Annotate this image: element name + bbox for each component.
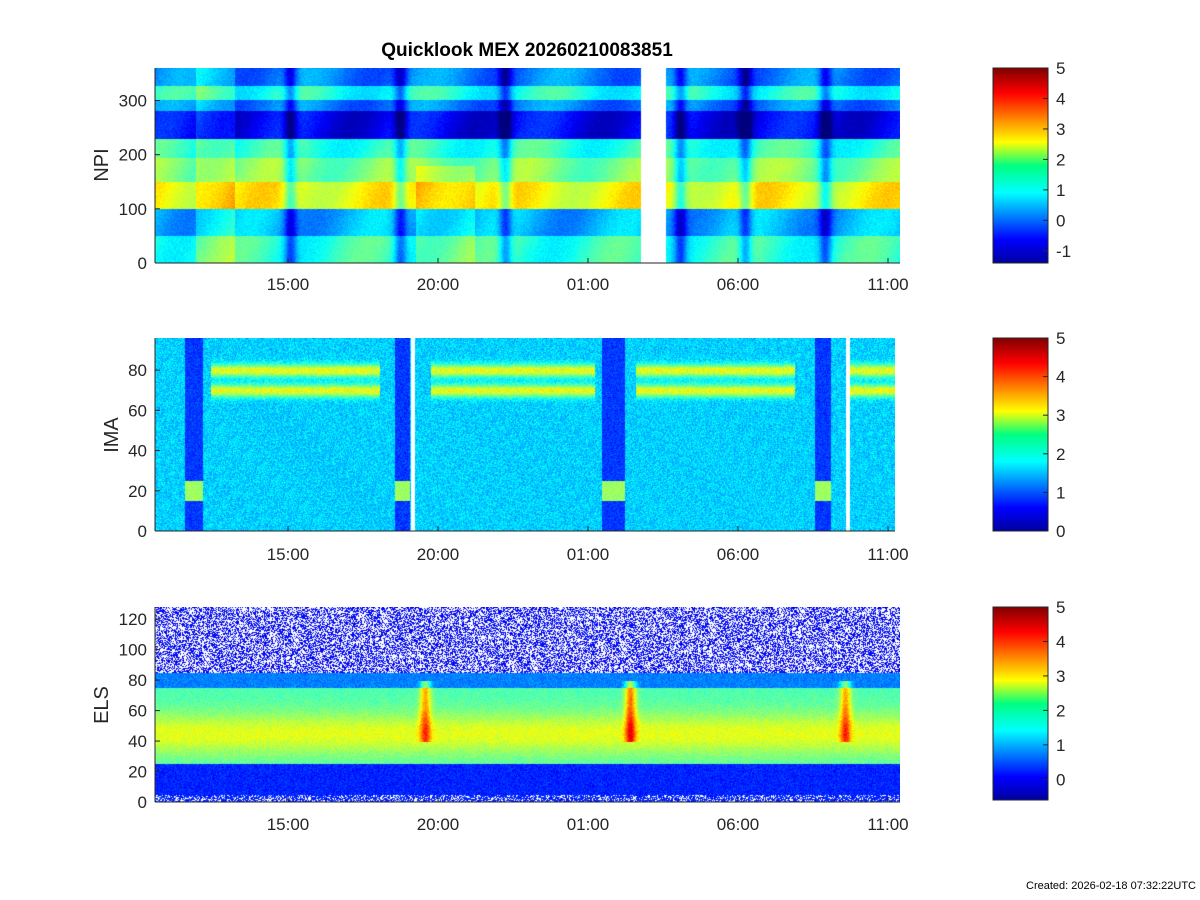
x-tick-label: 20:00 [417,275,460,294]
colorbar-tick-label: 3 [1056,406,1065,425]
npi-colorbar [992,67,1049,264]
x-tick-label: 01:00 [567,815,610,834]
els-colorbar [992,606,1049,801]
ima-colorbar [992,337,1049,532]
ima-axis-label: IMA [101,417,123,453]
x-tick-label: 11:00 [867,275,908,294]
y-tick-label: 120 [119,610,147,629]
colorbar-tick-label: 4 [1056,368,1065,387]
y-tick-label: 100 [119,641,147,660]
figure-title: Quicklook MEX 20260210083851 [381,40,673,61]
colorbar-tick-label: 4 [1056,89,1065,108]
y-tick-label: 40 [128,732,147,751]
y-tick-label: 0 [138,522,147,541]
y-tick-label: 60 [128,401,147,420]
colorbar-tick-label: 0 [1056,770,1065,789]
ima-spectrogram [155,338,895,531]
colorbar-tick-label: 5 [1056,598,1065,617]
x-tick-label: 06:00 [717,815,760,834]
x-tick-label: 01:00 [567,545,610,564]
creation-timestamp: Created: 2026-02-18 07:32:22UTC [1026,880,1196,892]
y-tick-label: 20 [128,482,147,501]
els-spectrogram [155,607,900,802]
y-tick-label: 40 [128,442,147,461]
els-axis-label: ELS [91,686,113,724]
npi-axis-label: NPI [91,148,113,181]
y-tick-label: 20 [128,763,147,782]
colorbar-tick-label: 5 [1056,329,1065,348]
colorbar-tick-label: 0 [1056,522,1065,541]
colorbar-tick-label: 3 [1056,120,1065,139]
npi-spectrogram [155,68,900,263]
y-tick-label: 200 [119,146,147,165]
y-tick-label: 0 [138,254,147,273]
y-tick-label: 80 [128,361,147,380]
x-tick-label: 15:00 [267,275,310,294]
y-tick-label: 60 [128,702,147,721]
x-tick-label: 01:00 [567,275,610,294]
x-tick-label: 11:00 [867,815,908,834]
x-tick-label: 15:00 [267,815,310,834]
y-tick-label: 300 [119,92,147,111]
y-tick-label: 0 [138,793,147,812]
colorbar-tick-label: -1 [1056,242,1071,261]
colorbar-tick-label: 0 [1056,211,1065,230]
colorbar-tick-label: 2 [1056,150,1065,169]
x-tick-label: 11:00 [867,545,908,564]
colorbar-tick-label: 4 [1056,632,1065,651]
x-tick-label: 20:00 [417,815,460,834]
x-tick-label: 06:00 [717,275,760,294]
y-tick-label: 100 [119,200,147,219]
x-tick-label: 15:00 [267,545,310,564]
y-tick-label: 80 [128,671,147,690]
colorbar-tick-label: 1 [1056,736,1065,755]
colorbar-tick-label: 2 [1056,445,1065,464]
x-tick-label: 20:00 [417,545,460,564]
colorbar-tick-label: 1 [1056,181,1065,200]
colorbar-tick-label: 2 [1056,701,1065,720]
colorbar-tick-label: 5 [1056,59,1065,78]
colorbar-tick-label: 1 [1056,483,1065,502]
x-tick-label: 06:00 [717,545,760,564]
colorbar-tick-label: 3 [1056,667,1065,686]
